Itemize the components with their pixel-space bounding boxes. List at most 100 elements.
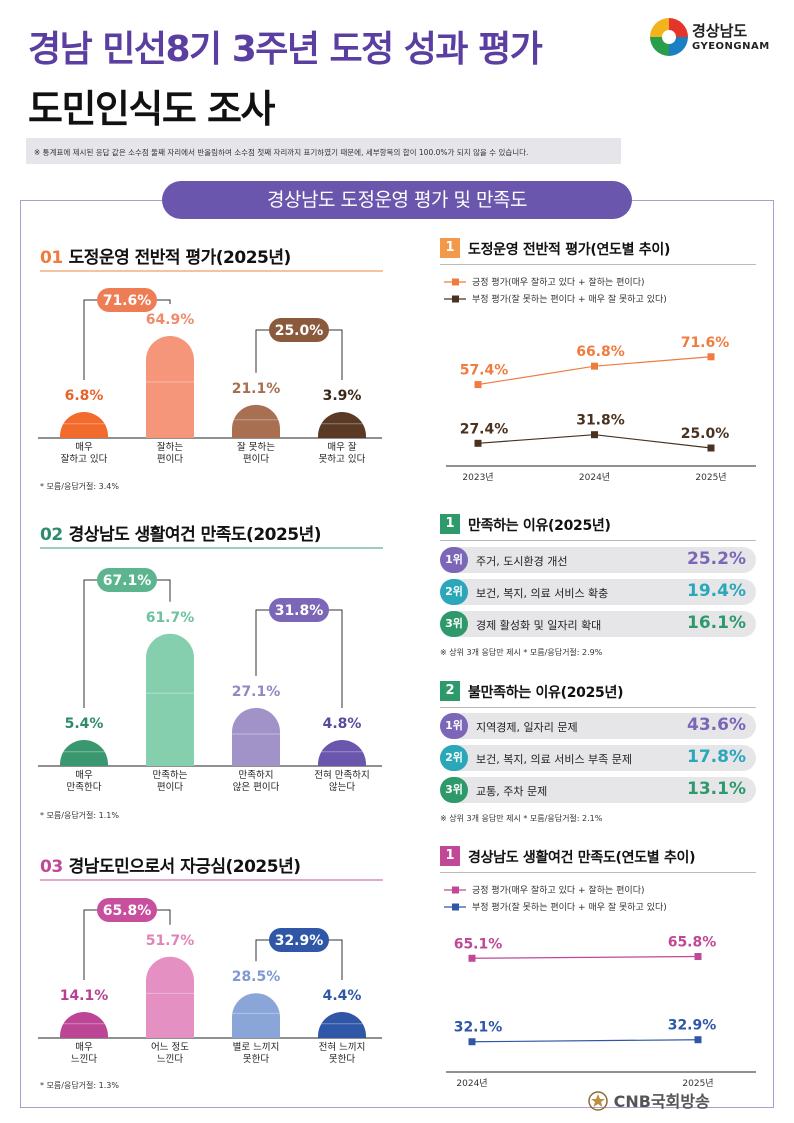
category-label: 편이다 [243, 453, 269, 465]
reason-value: 43.6% [687, 715, 746, 735]
group-total-label: 32.9% [275, 933, 324, 949]
reason-text: 보건, 복지, 의료 서비스 부족 문제 [476, 753, 633, 766]
reason-text: 보건, 복지, 의료 서비스 확충 [476, 587, 609, 600]
bar [232, 707, 280, 766]
rank-badge: 1위 [440, 713, 468, 739]
bar-value-label: 6.8% [65, 388, 104, 404]
category-label: 편이다 [157, 781, 183, 793]
group-total-pill [97, 898, 157, 922]
living-trend-title: 경상남도 생활여건 만족도(연도별 추이) [468, 850, 696, 866]
group-total-label: 65.8% [103, 903, 152, 919]
point-value-label: 32.9% [668, 1018, 717, 1034]
point-value-label: 27.4% [460, 421, 509, 437]
bar [318, 1012, 366, 1038]
rank-badge: 3위 [440, 777, 468, 803]
category-label: 못한다 [243, 1054, 269, 1065]
rank-badge: 2위 [440, 745, 468, 771]
bar-value-label: 5.4% [65, 716, 104, 732]
bar [146, 633, 194, 766]
point-value-label: 25.0% [681, 426, 730, 442]
satisfied-title-divider [440, 540, 756, 541]
satisfied-title: 만족하는 이유(2025년) [468, 518, 611, 534]
bar-value-label: 61.7% [146, 610, 195, 626]
bar [318, 740, 366, 766]
group-total-pill [269, 598, 329, 622]
section-02-title: 02 경상남도 생활여건 만족도(2025년) [40, 525, 322, 545]
reason-row: 1위 주거, 도시환경 개선 25.2% [440, 547, 756, 573]
point-value-label: 65.8% [668, 935, 717, 951]
line-chart-living-trend: 긍정 평가(매우 잘하고 있다 + 잘하는 편이다) 부정 평가(잘 못하는 편이… [444, 884, 756, 1089]
gyeongnam-logo: 경상남도 GYEONGNAM [648, 16, 778, 66]
section-03-underline [40, 879, 383, 881]
trend-badge: 1 [440, 238, 460, 258]
bar [60, 412, 108, 438]
series-point [694, 953, 702, 961]
group-total-pill [269, 318, 329, 342]
bar [60, 1012, 108, 1038]
category-label: 매우 [75, 442, 93, 453]
series-line [471, 955, 699, 959]
series-point [468, 1038, 476, 1046]
x-tick-label: 2025년 [682, 1078, 713, 1089]
category-label: 별로 느끼지 [233, 1042, 280, 1053]
reason-row: 3위 경제 활성화 및 일자리 확대 16.1% [440, 611, 756, 637]
group-total-pill [269, 928, 329, 952]
point-value-label: 57.4% [460, 363, 509, 379]
reason-row: 2위 보건, 복지, 의료 서비스 확충 19.4% [440, 579, 756, 605]
bar [232, 404, 280, 438]
category-label: 매우 [75, 1042, 93, 1053]
group-total-pill [97, 568, 157, 592]
reason-value: 13.1% [687, 779, 746, 799]
category-label: 못하고 있다 [319, 453, 366, 465]
rank-badge: 1위 [440, 547, 468, 573]
reason-row: 2위 보건, 복지, 의료 서비스 부족 문제 17.8% [440, 745, 756, 771]
bar-value-label: 51.7% [146, 933, 195, 949]
x-tick-label: 2024년 [579, 472, 610, 483]
unsatisfied-badge: 2 [440, 681, 460, 701]
bar-value-label: 4.8% [323, 716, 362, 732]
bar-value-label: 14.1% [60, 988, 109, 1004]
section-02-underline [40, 547, 383, 549]
legend-label: 긍정 평가(매우 잘하고 있다 + 잘하는 편이다) [472, 276, 645, 288]
series-point [591, 431, 598, 439]
reason-text: 주거, 도시환경 개선 [476, 555, 568, 568]
unsatisfied-note: ※ 상위 3개 응답만 제시 * 모름/응답거절: 2.1% [440, 814, 603, 823]
series-point [694, 1036, 702, 1044]
category-label: 전혀 느끼지 [319, 1042, 366, 1053]
bar [60, 740, 108, 766]
rank-badge: 2위 [440, 579, 468, 605]
reason-value: 17.8% [687, 747, 746, 767]
x-tick-label: 2024년 [456, 1078, 487, 1089]
rank-badge: 3위 [440, 611, 468, 637]
reason-text: 경제 활성화 및 일자리 확대 [476, 619, 602, 632]
legend-label: 긍정 평가(매우 잘하고 있다 + 잘하는 편이다) [472, 884, 645, 896]
category-label: 잘 못하는 [237, 441, 275, 453]
category-label: 만족하는 [153, 769, 188, 781]
group-total-label: 67.1% [103, 573, 152, 589]
legend-swatch-marker [452, 278, 459, 286]
group-total-pill [97, 288, 157, 312]
point-value-label: 65.1% [454, 936, 503, 952]
point-value-label: 32.1% [454, 1020, 503, 1036]
group-total-label: 25.0% [275, 323, 324, 339]
category-label: 만족한다 [67, 782, 102, 793]
line-chart-overall-trend: 긍정 평가(매우 잘하고 있다 + 잘하는 편이다) 부정 평가(잘 못하는 편이… [444, 276, 756, 483]
bar [146, 336, 194, 438]
trend-title-divider [440, 264, 756, 265]
legend-swatch-marker [452, 295, 459, 303]
category-label: 매우 [75, 770, 93, 781]
reason-value: 25.2% [687, 549, 746, 569]
category-label: 어느 정도 [151, 1042, 189, 1053]
living-trend-title-divider [440, 872, 756, 873]
reason-value: 19.4% [687, 581, 746, 601]
legend-label: 부정 평가(잘 못하는 편이다 + 매우 잘 못하고 있다) [472, 901, 667, 913]
logo-name-ko: 경상남도 [692, 22, 748, 40]
reason-text: 지역경제, 일자리 문제 [476, 721, 578, 734]
page-subtitle: 도민인식도 조사 [28, 87, 275, 131]
point-value-label: 31.8% [576, 413, 625, 429]
living-trend-badge: 1 [440, 846, 460, 866]
category-label: 매우 잘 [327, 441, 356, 453]
satisfied-badge: 1 [440, 514, 460, 534]
point-value-label: 71.6% [681, 335, 730, 351]
